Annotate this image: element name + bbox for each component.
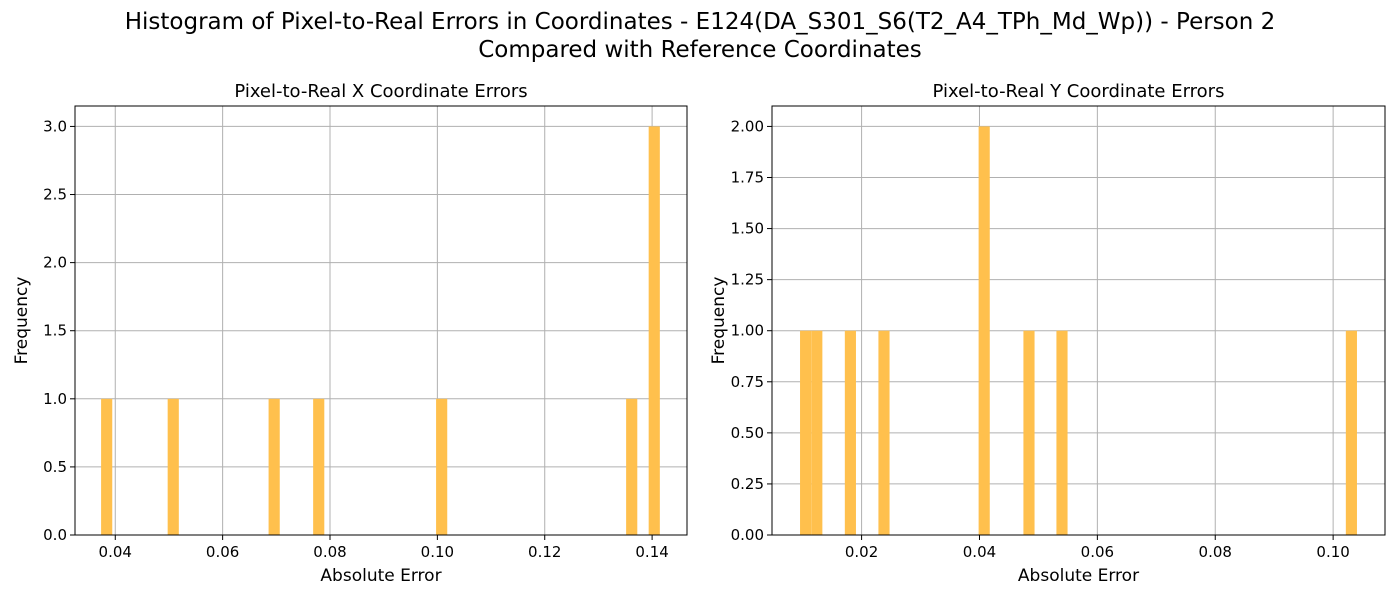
x-tick-label: 0.10 [421, 543, 454, 561]
x-tick-label: 0.04 [963, 543, 996, 561]
x-axis-label: Absolute Error [320, 566, 441, 586]
histogram-bar [268, 398, 280, 535]
y-axis-label: Frequency [12, 277, 32, 365]
y-tick-label: 0.75 [731, 373, 764, 391]
subplot-title: Pixel-to-Real Y Coordinate Errors [933, 81, 1225, 102]
histogram-bar [878, 330, 890, 535]
histogram-bar [844, 330, 856, 535]
axes-frame [74, 105, 688, 536]
y-tick-label: 2.00 [731, 117, 764, 135]
x-tick-label: 0.08 [1199, 543, 1232, 561]
histogram-bar [648, 126, 660, 535]
figure-title: Histogram of Pixel-to-Real Errors in Coo… [0, 8, 1400, 64]
histogram-bar [101, 398, 113, 535]
x-axis-label: Absolute Error [1018, 566, 1139, 586]
y-tick-label: 2.0 [43, 254, 67, 272]
y-tick-label: 0.0 [43, 526, 67, 544]
x-tick-label: 0.08 [313, 543, 346, 561]
x-tick-label: 0.04 [99, 543, 132, 561]
y-tick-label: 1.5 [43, 322, 67, 340]
histogram-bar [436, 398, 448, 535]
histogram-bar [978, 126, 990, 535]
y-tick-label: 2.5 [43, 186, 67, 204]
x-tick-label: 0.12 [528, 543, 561, 561]
x-tick-label: 0.10 [1316, 543, 1349, 561]
y-tick-label: 3.0 [43, 117, 67, 135]
histogram-bar [1023, 330, 1035, 535]
histogram-bar [800, 330, 812, 535]
y-tick-label: 1.0 [43, 390, 67, 408]
histogram-bar [167, 398, 179, 535]
y-tick-label: 0.5 [43, 458, 67, 476]
y-tick-label: 1.75 [731, 169, 764, 187]
subplot-1: 0.04 0.06 0.08 0.10 0.12 0.14 0.0 0.5 1.0 1.5 2.0 2… [12, 81, 688, 586]
y-tick-label: 1.25 [731, 271, 764, 289]
subplot-2: 0.02 0.04 0.06 0.08 0.10 0.00 0.25 0.50 0.75 1.00… [709, 81, 1386, 586]
y-tick-label: 0.50 [731, 424, 764, 442]
x-tick-label: 0.02 [845, 543, 878, 561]
y-tick-label: 1.00 [731, 322, 764, 340]
histogram-bar [626, 398, 638, 535]
histogram-bar [1345, 330, 1357, 535]
figure-title-line2: Compared with Reference Coordinates [478, 37, 922, 63]
x-tick-label: 0.06 [1081, 543, 1114, 561]
x-tick-label: 0.14 [635, 543, 668, 561]
x-tick-label: 0.06 [206, 543, 239, 561]
y-axis-label: Frequency [709, 277, 729, 365]
histogram-bar [1056, 330, 1068, 535]
y-tick-label: 0.00 [731, 526, 764, 544]
subplot-title: Pixel-to-Real X Coordinate Errors [234, 81, 527, 102]
histogram-bar [313, 398, 325, 535]
axes-frame [771, 105, 1386, 536]
histogram-bar [811, 330, 823, 535]
figure-title-line1: Histogram of Pixel-to-Real Errors in Coo… [124, 9, 1276, 35]
y-tick-label: 1.50 [731, 220, 764, 238]
y-tick-label: 0.25 [731, 475, 764, 493]
